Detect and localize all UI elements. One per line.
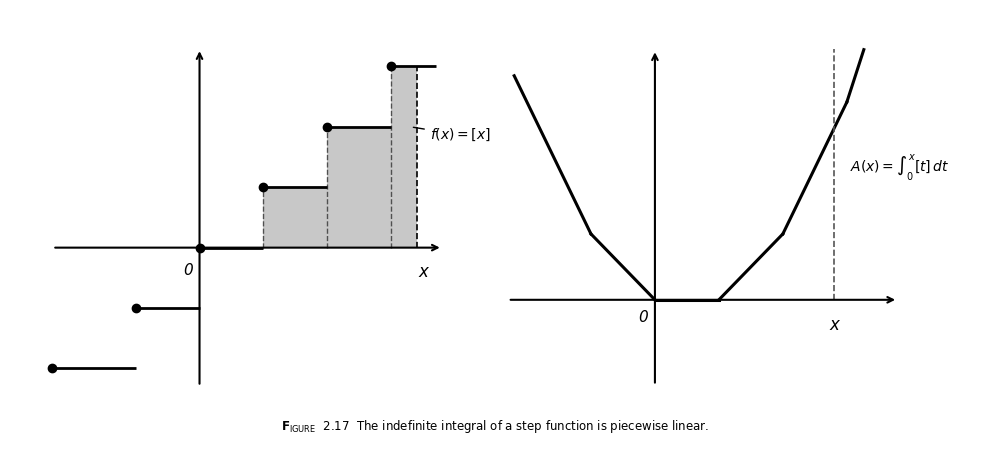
Text: $f(x) = [x]$: $f(x) = [x]$ bbox=[414, 127, 491, 143]
Text: x: x bbox=[419, 263, 429, 281]
Text: $\mathbf{F}_{\mathrm{IGURE}}$  2.17  The indefinite integral of a step function : $\mathbf{F}_{\mathrm{IGURE}}$ 2.17 The i… bbox=[281, 418, 709, 435]
Text: $A(x) = \int_0^x [t]\, dt$: $A(x) = \int_0^x [t]\, dt$ bbox=[850, 153, 949, 183]
Text: 0: 0 bbox=[183, 263, 193, 278]
Text: 0: 0 bbox=[639, 310, 648, 325]
Text: x: x bbox=[829, 316, 839, 334]
